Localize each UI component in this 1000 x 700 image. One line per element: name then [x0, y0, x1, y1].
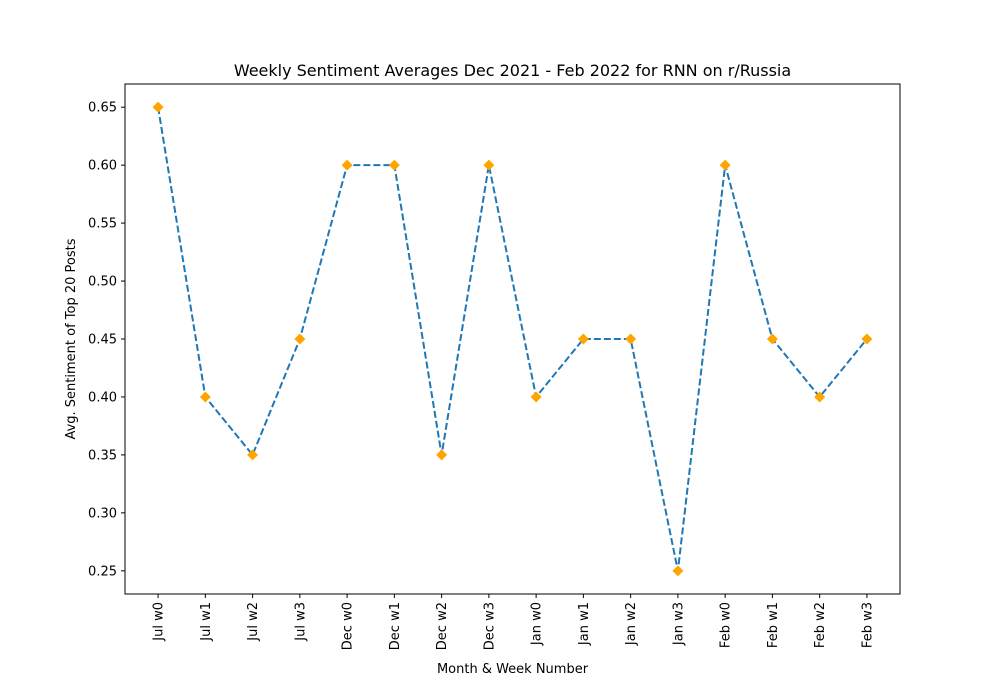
- data-point: [672, 565, 684, 577]
- data-point: [436, 449, 448, 461]
- data-point: [814, 391, 826, 403]
- x-tick-label: Feb w2: [813, 602, 828, 648]
- x-tick-label: Feb w3: [860, 602, 875, 648]
- data-point: [530, 391, 542, 403]
- y-axis-label: Avg. Sentiment of Top 20 Posts: [64, 238, 79, 439]
- x-tick-label: Feb w0: [719, 602, 734, 648]
- x-tick-label: Jan w0: [530, 602, 545, 646]
- chart-title: Weekly Sentiment Averages Dec 2021 - Feb…: [234, 61, 791, 80]
- x-tick-label: Feb w1: [766, 602, 781, 648]
- data-point: [577, 333, 589, 345]
- x-tick-label: Jul w1: [199, 602, 214, 642]
- x-tick-label: Dec w0: [341, 602, 356, 650]
- y-tick-label: 0.45: [88, 333, 117, 348]
- y-tick-label: 0.50: [88, 275, 117, 290]
- x-tick-label: Jan w1: [577, 602, 592, 646]
- x-axis-label: Month & Week Number: [437, 662, 589, 677]
- data-point: [388, 159, 400, 171]
- x-tick-label: Jan w2: [624, 602, 639, 646]
- data-point: [294, 333, 306, 345]
- y-tick-label: 0.35: [88, 448, 117, 463]
- y-tick-label: 0.65: [88, 101, 117, 116]
- y-axis-ticks: 0.25 0.30 0.35 0.40 0.45 0.50 0.55 0.60 0.65: [88, 101, 125, 579]
- series-markers: [152, 101, 873, 577]
- series-line: [157, 107, 868, 572]
- data-point: [766, 333, 778, 345]
- data-point: [152, 101, 164, 113]
- x-tick-label: Jan w3: [671, 602, 686, 646]
- data-point: [625, 333, 637, 345]
- x-axis-ticks: Jul w0 Jul w1 Jul w2 Jul w3 Dec w0 Dec w1 Dec …: [152, 594, 875, 650]
- plot-area: [124, 83, 901, 595]
- y-tick-label: 0.30: [88, 506, 117, 521]
- x-tick-label: Dec w1: [388, 602, 403, 650]
- data-point: [341, 159, 353, 171]
- y-tick-label: 0.40: [88, 390, 117, 405]
- y-tick-label: 0.55: [88, 217, 117, 232]
- x-tick-label: Jul w3: [293, 602, 308, 642]
- data-point: [483, 159, 495, 171]
- data-point: [719, 159, 731, 171]
- x-tick-label: Jul w0: [152, 602, 167, 642]
- data-point: [247, 449, 259, 461]
- y-tick-label: 0.25: [88, 564, 117, 579]
- x-tick-label: Jul w2: [246, 602, 261, 642]
- y-tick-label: 0.60: [88, 159, 117, 174]
- x-tick-label: Dec w2: [435, 602, 450, 650]
- data-point: [199, 391, 211, 403]
- x-tick-label: Dec w3: [482, 602, 497, 650]
- data-point: [861, 333, 873, 345]
